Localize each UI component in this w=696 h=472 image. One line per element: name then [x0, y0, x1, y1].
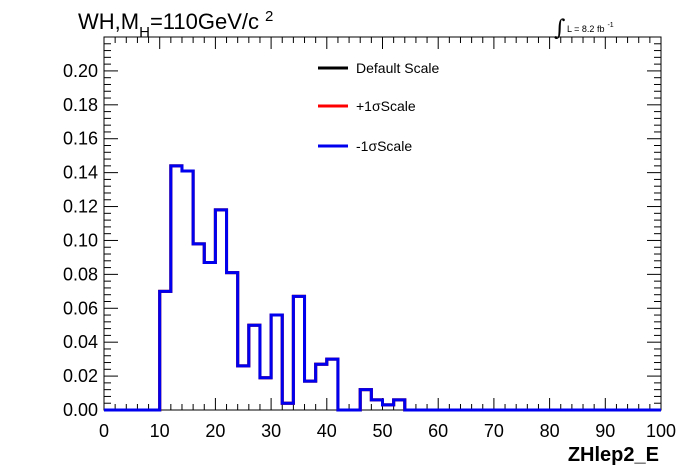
y-axis: 0.00 0.02 0.04 0.06 0.08 0.10 0.12 0.14 0.16 0.18… [63, 36, 661, 420]
y-tick-label: 0.14 [63, 163, 98, 183]
y-tick-label: 0.18 [63, 95, 98, 115]
y-tick-label: 0.20 [63, 61, 98, 81]
plot-frame [103, 36, 662, 411]
legend-entry-label: Default Scale [356, 60, 439, 76]
series-line [104, 164, 661, 412]
y-tick-label: 0.16 [63, 129, 98, 149]
title-rest: =110GeV/c [150, 9, 259, 34]
series-line [104, 164, 661, 412]
y-tick-label: 0.10 [63, 230, 98, 250]
lumi-integral-symbol: ∫ [554, 16, 566, 41]
x-tick-label: 90 [595, 421, 615, 441]
y-tick-label: 0.04 [63, 332, 98, 352]
x-tick-label: 30 [261, 421, 281, 441]
x-tick-label: 20 [205, 421, 225, 441]
y-tick-label: 0.06 [63, 298, 98, 318]
title-superscript: 2 [265, 8, 273, 25]
x-tick-label: 80 [540, 421, 560, 441]
x-axis-label: ZHlep2_E [568, 444, 659, 466]
title-subscript: H [139, 24, 150, 41]
legend: Default Scale +1σScale -1σScale [318, 60, 439, 154]
x-tick-label: 50 [372, 421, 392, 441]
lumi-text: L = 8.2 fb [567, 24, 604, 34]
series-line [104, 164, 661, 412]
series-group [104, 164, 661, 412]
title-main: WH,M [78, 9, 139, 34]
legend-entry-label: -1σScale [356, 138, 412, 154]
x-tick-label: 0 [99, 421, 109, 441]
y-tick-label: 0.12 [63, 197, 98, 217]
chart-title: WH,MH=110GeV/c 2 [78, 8, 273, 41]
x-tick-label: 100 [646, 421, 676, 441]
x-tick-label: 70 [484, 421, 504, 441]
x-tick-label: 60 [428, 421, 448, 441]
y-tick-label: 0.00 [63, 400, 98, 420]
y-tick-label: 0.08 [63, 264, 98, 284]
y-tick-label: 0.02 [63, 366, 98, 386]
x-tick-label: 10 [150, 421, 170, 441]
x-tick-label: 40 [317, 421, 337, 441]
legend-entry-label: +1σScale [356, 98, 416, 114]
lumi-superscript: -1 [607, 22, 613, 29]
lumi-label: L = 8.2 fb -1 [567, 22, 614, 34]
